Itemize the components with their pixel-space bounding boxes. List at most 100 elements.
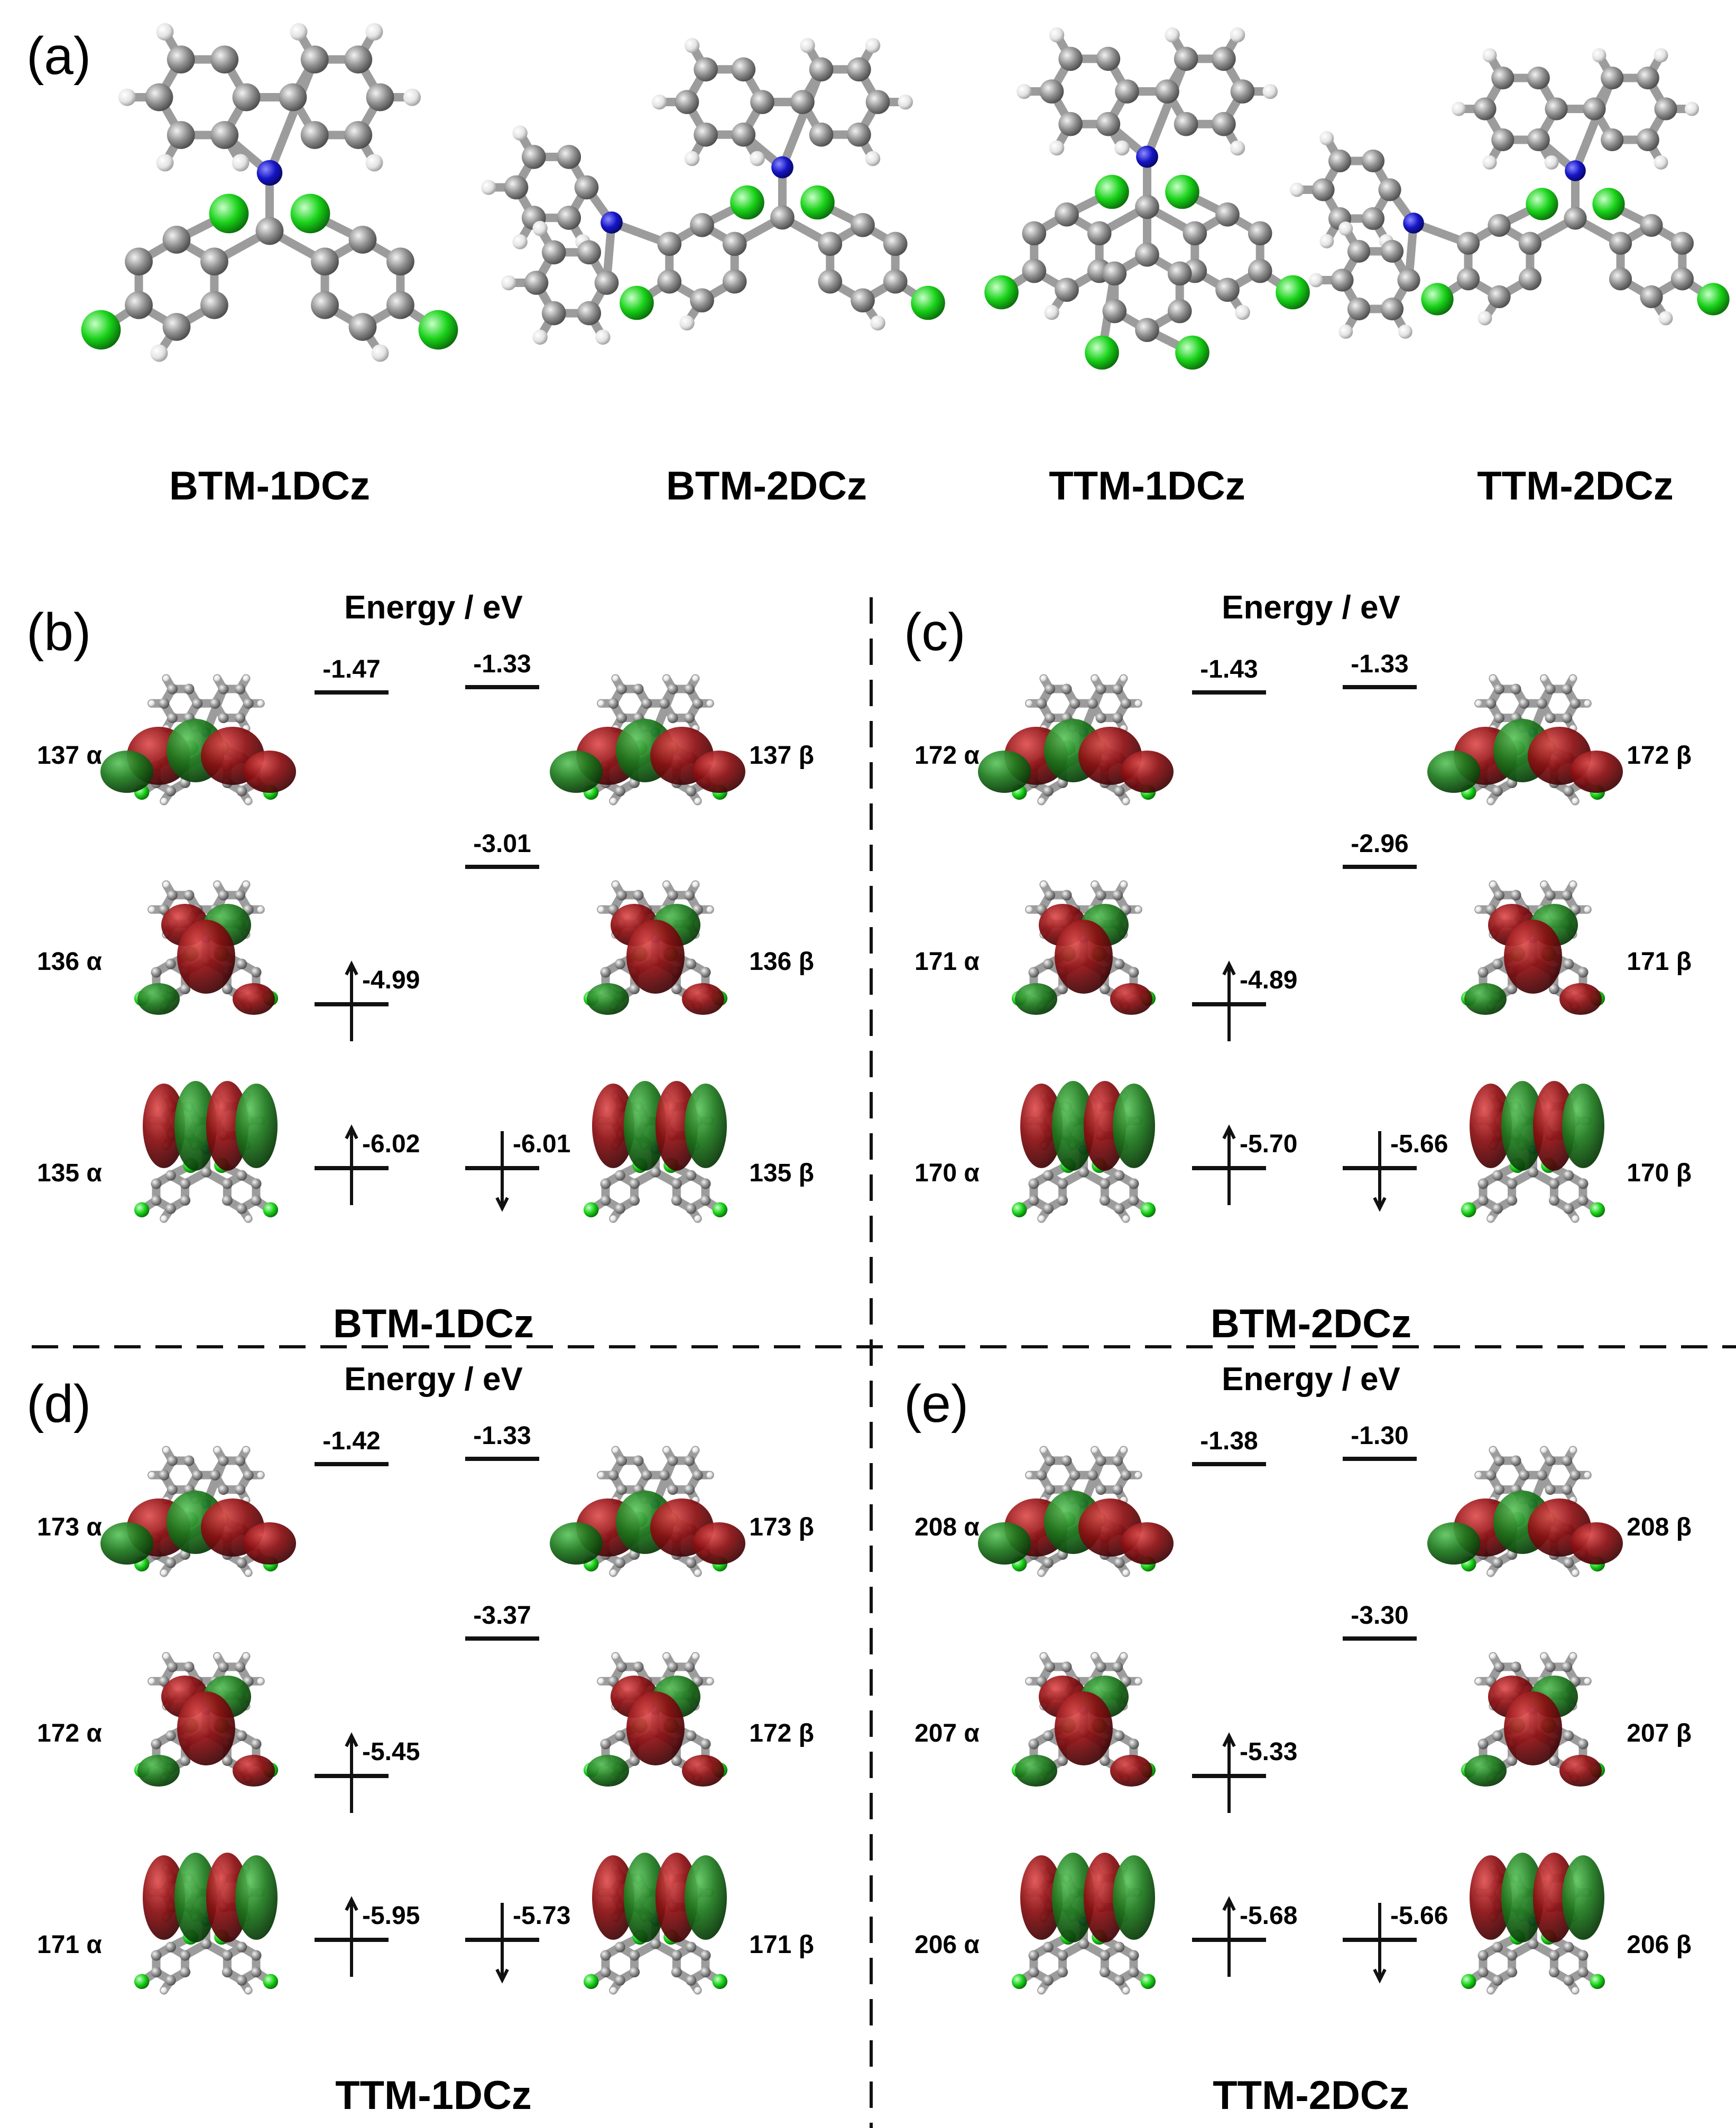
hydrogen-atom <box>1290 182 1304 197</box>
hydrogen-atom <box>1026 1678 1033 1685</box>
hydrogen-atom <box>1120 1653 1127 1660</box>
carbon-atom <box>1670 232 1694 255</box>
panel-b: (b) Energy / eV BTM-1DCz 137 α 137 β 136 α 136… <box>26 589 814 1346</box>
positive-lobe <box>626 1691 685 1765</box>
carbon-atom <box>671 983 682 995</box>
hydrogen-atom <box>1319 234 1334 248</box>
orbital-isosurface <box>583 1081 728 1223</box>
carbon-atom <box>667 683 678 695</box>
carbon-atom <box>1028 1178 1039 1189</box>
hydrogen-atom <box>1584 906 1591 913</box>
carbon-atom <box>1492 1941 1503 1953</box>
chlorine-atom <box>418 310 458 350</box>
carbon-atom <box>1492 1203 1503 1214</box>
carbon-atom <box>165 1557 176 1568</box>
carbon-atom <box>179 1950 191 1961</box>
carbon-atom <box>694 122 718 147</box>
carbon-atom <box>1563 1941 1574 1953</box>
chlorine-atom <box>134 1974 150 1990</box>
hydrogen-atom <box>160 798 168 804</box>
hydrogen-atom <box>532 329 548 345</box>
carbon-atom <box>614 1941 625 1953</box>
hydrogen-atom <box>1026 700 1033 707</box>
carbon-atom <box>243 1469 254 1481</box>
carbon-atom <box>1577 1195 1589 1206</box>
carbon-atom <box>690 212 714 237</box>
molecule-name-btm-2dcz: BTM-2DCz <box>666 464 867 508</box>
carbon-atom <box>1099 983 1110 995</box>
orbital-label-beta: 171 β <box>749 1931 814 1959</box>
carbon-atom <box>616 1455 627 1466</box>
energy-level-value: -5.95 <box>362 1902 420 1930</box>
orbital-label-alpha: 208 α <box>915 1513 980 1541</box>
carbon-atom <box>151 967 162 978</box>
carbon-atom <box>1128 1195 1139 1206</box>
carbon-atom <box>686 785 697 797</box>
chlorine-atom <box>1592 188 1625 220</box>
carbon-atom <box>1036 1469 1047 1481</box>
carbon-atom <box>1128 1178 1139 1189</box>
hydrogen-atom <box>1475 906 1482 913</box>
hydrogen-atom <box>663 1653 670 1660</box>
carbon-atom <box>386 291 414 319</box>
carbon-atom <box>1506 983 1518 995</box>
carbon-atom <box>251 1738 262 1750</box>
carbon-atom <box>218 712 229 724</box>
carbon-atom <box>700 1195 711 1206</box>
hydrogen-atom <box>148 1678 155 1685</box>
carbon-atom <box>1563 1975 1574 1986</box>
hydrogen-atom <box>706 906 714 913</box>
hydrogen-atom <box>214 881 221 888</box>
carbon-atom <box>179 1195 191 1206</box>
carbon-atom <box>1044 683 1056 695</box>
carbon-atom <box>1028 1966 1039 1978</box>
hydrogen-atom <box>1572 1215 1579 1222</box>
hydrogen-atom <box>232 154 250 172</box>
carbon-atom <box>200 247 228 276</box>
hydrogen-atom <box>160 1987 168 1994</box>
carbon-atom <box>1044 1661 1056 1672</box>
hydrogen-atom <box>150 344 168 362</box>
hydrogen-atom <box>156 23 174 41</box>
hydrogen-atom <box>1040 1447 1047 1454</box>
carbon-atom <box>300 45 329 73</box>
carbon-atom <box>1545 97 1568 121</box>
hydrogen-atom <box>1091 1447 1098 1454</box>
hydrogen-atom <box>1540 1447 1548 1454</box>
carbon-atom <box>165 1170 176 1181</box>
spin-up-arrowhead <box>345 1732 358 1747</box>
chlorine-atom <box>1590 1974 1605 1990</box>
carbon-atom <box>883 269 908 294</box>
carbon-atom <box>686 958 697 969</box>
hydrogen-atom <box>694 1569 701 1576</box>
carbon-atom <box>1654 97 1677 121</box>
carbon-atom <box>686 1170 697 1181</box>
hydrogen-atom <box>1569 1653 1576 1660</box>
carbon-atom <box>1527 66 1550 90</box>
carbon-atom <box>1536 698 1547 709</box>
carbon-atom <box>1493 712 1505 724</box>
orbital-isosurface <box>1427 674 1623 806</box>
hydrogen-atom <box>1091 881 1098 888</box>
negative-lobe <box>1501 1853 1544 1942</box>
carbon-atom <box>1478 1950 1489 1961</box>
carbon-atom <box>541 240 566 265</box>
positive-lobe <box>206 1081 248 1171</box>
carbon-atom <box>167 1484 178 1495</box>
carbon-atom <box>614 1203 625 1214</box>
carbon-atom <box>600 967 611 978</box>
hydrogen-atom <box>1235 304 1250 320</box>
carbon-atom <box>1564 207 1587 230</box>
molecule-model <box>1290 48 1730 339</box>
carbon-atom <box>1583 97 1606 121</box>
carbon-atom <box>386 247 414 276</box>
carbon-atom <box>722 269 747 294</box>
carbon-atom <box>1548 1195 1559 1206</box>
carbon-atom <box>1099 1950 1110 1961</box>
carbon-atom <box>1347 297 1371 321</box>
carbon-atom <box>1112 1455 1123 1466</box>
hydrogen-atom <box>148 906 155 913</box>
negative-lobe <box>1562 1084 1604 1168</box>
carbon-atom <box>1640 285 1663 309</box>
carbon-atom <box>1577 1178 1589 1189</box>
